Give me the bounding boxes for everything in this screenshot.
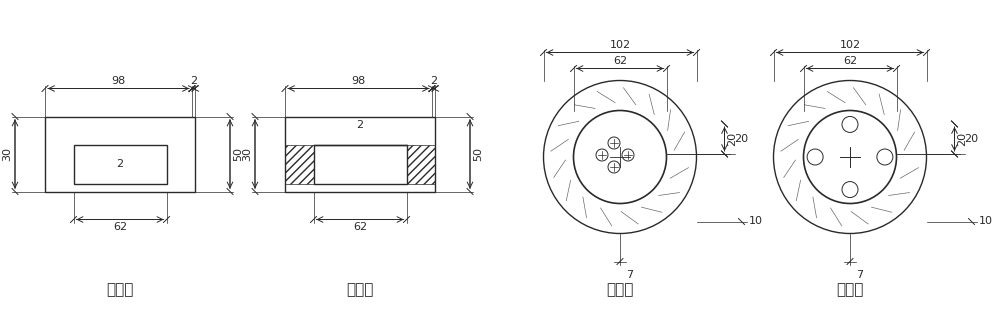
Bar [74,144,166,183]
Bar [314,144,406,183]
Text: 俯视图: 俯视图 [606,282,634,298]
Text: 50: 50 [233,147,243,161]
Text: 7: 7 [626,270,634,280]
Text: 7: 7 [856,270,864,280]
Text: 62: 62 [353,222,367,232]
Text: 20: 20 [728,132,738,146]
Text: 2: 2 [430,76,437,85]
Bar [406,144,435,183]
Bar [285,144,314,183]
Text: 侧视图: 侧视图 [346,282,374,298]
Text: 62: 62 [843,56,857,66]
Text: 50: 50 [473,147,483,161]
Text: 主视图: 主视图 [106,282,134,298]
Text: 20: 20 [964,134,979,144]
Text: 102: 102 [839,40,861,50]
Text: 10: 10 [978,217,992,227]
Text: 62: 62 [613,56,627,66]
Text: 102: 102 [609,40,631,50]
Text: 20: 20 [958,132,968,146]
Text: 2: 2 [190,76,197,85]
Text: 30: 30 [242,147,252,161]
Text: 30: 30 [2,147,12,161]
Text: 20: 20 [734,134,749,144]
Bar [285,116,435,192]
Text: 仰视图: 仰视图 [836,282,864,298]
Text: 2: 2 [116,159,124,169]
Text: 10: 10 [748,217,763,227]
Bar [45,116,195,192]
Text: 2: 2 [356,120,364,130]
Text: 98: 98 [351,76,366,85]
Text: 62: 62 [113,222,127,232]
Text: 98: 98 [111,76,126,85]
